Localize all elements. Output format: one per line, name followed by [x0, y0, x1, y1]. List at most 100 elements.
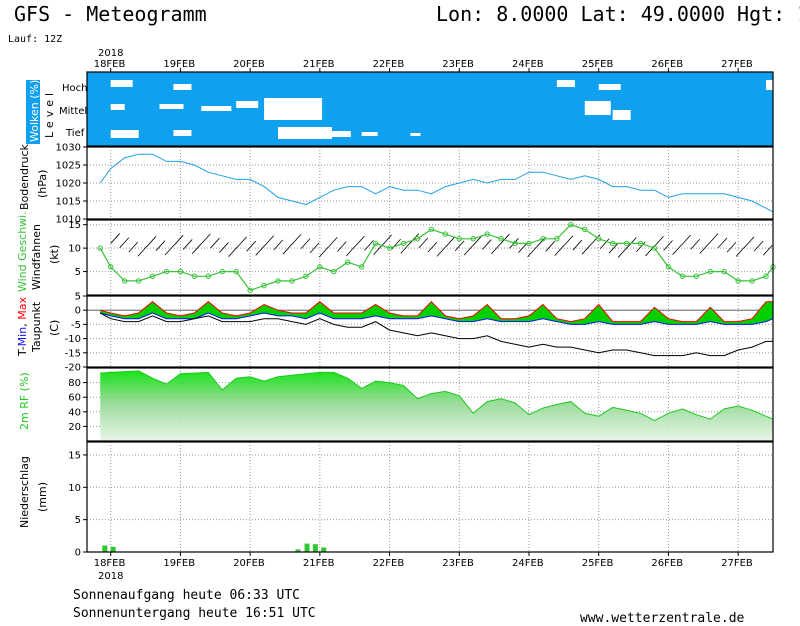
x-tick-label-top: 21FEB — [303, 59, 335, 70]
wind-barb — [282, 243, 293, 255]
wind-axis-subtitle: Windfahnen — [30, 224, 43, 290]
cloud-level-high: Hoch — [62, 83, 87, 94]
wind-point — [512, 240, 518, 247]
humidity-axis-title: 2m RF (%) — [18, 372, 31, 430]
precip-bar — [110, 546, 116, 552]
wind-barb — [318, 246, 329, 258]
wind-y-tick-label: 5 — [75, 267, 81, 278]
temp-y-tick-label: -5 — [71, 320, 81, 331]
x-tick-label-bottom: 21FEB — [303, 558, 335, 569]
wind-barb — [690, 238, 701, 250]
cloud-level-mid: Mittel — [59, 106, 87, 117]
wind-point — [121, 278, 128, 284]
humidity-area — [100, 370, 773, 441]
wind-y-tick-label: 15 — [68, 220, 81, 231]
pressure-y-tick-label: 1010 — [56, 215, 81, 226]
temp-y-tick-label: -20 — [65, 363, 81, 374]
x-tick-label-top: 20FEB — [233, 59, 265, 70]
wind-axis-unit: (kt) — [48, 245, 61, 264]
wind-barb — [400, 243, 411, 254]
clear-sky-patch — [326, 131, 351, 137]
wind-point — [456, 236, 462, 242]
wind-barb — [210, 237, 220, 249]
wind-barb — [518, 242, 528, 253]
wind-point — [651, 245, 658, 251]
x-tick-label-bottom: 24FEB — [512, 558, 544, 569]
temp-axis-subtitle: Taupunkt — [30, 301, 43, 353]
wind-point — [219, 268, 225, 275]
humidity-line — [100, 370, 774, 422]
wind-y-tick-label: 10 — [68, 244, 81, 255]
wind-point — [247, 287, 253, 294]
humidity-y-tick-label: 40 — [68, 407, 81, 418]
wind-point — [331, 268, 337, 275]
wind-barb — [463, 244, 474, 256]
precip-y-tick-label: 0 — [75, 548, 81, 559]
wind-barb — [219, 242, 229, 253]
wind-point — [637, 240, 644, 247]
precip-axis-unit: (mm) — [36, 482, 49, 512]
wind-point — [749, 278, 755, 284]
wind-barb — [409, 233, 420, 244]
wind-barb — [608, 242, 619, 254]
precip-bar — [312, 544, 318, 552]
sunrise-text: Sonnenaufgang heute 06:33 UTC — [73, 588, 300, 603]
cloud-axis-title: Wolken (%) — [28, 80, 41, 142]
wind-point — [609, 240, 616, 247]
pressure-line — [99, 153, 774, 213]
clear-sky-patch — [305, 106, 320, 110]
wind-point — [568, 221, 574, 228]
x-tick-label-top: 18FEB — [94, 59, 126, 70]
x-tick-label-bottom: 27FEB — [721, 558, 753, 569]
clear-sky-patch — [173, 130, 192, 136]
precip-bar — [295, 549, 301, 552]
wind-barb — [654, 235, 664, 247]
wind-point — [358, 264, 365, 270]
precip-axis-title: Niederschlag — [18, 456, 31, 528]
pressure-axis-title: Bodendruck — [18, 143, 31, 210]
wind-point — [205, 273, 212, 279]
x-tick-label-bottom: 26FEB — [651, 558, 683, 569]
clear-sky-patch — [110, 130, 139, 138]
wind-barb — [445, 236, 456, 247]
clear-sky-patch — [264, 98, 323, 120]
panel-frame — [86, 441, 774, 553]
x-tick-label-top: 26FEB — [651, 59, 683, 70]
wind-barb — [491, 243, 501, 255]
x-tick-label-bottom: 23FEB — [442, 558, 474, 569]
cloud-level-axis-label: Level — [43, 89, 56, 138]
x-tick-label-bottom: 19FEB — [163, 558, 195, 569]
wind-barb — [617, 247, 628, 258]
x-tick-label-top: 23FEB — [442, 59, 474, 70]
wind-barb — [173, 234, 184, 246]
clear-sky-patch — [110, 104, 125, 110]
wind-barb — [155, 240, 166, 251]
wind-barb — [110, 233, 121, 244]
clear-sky-patch — [110, 80, 133, 87]
wind-axis-title: Wind Geschwi. — [16, 211, 29, 292]
temp-axis-title: T-Min, Max — [16, 297, 29, 357]
year-label-bottom: 2018 — [98, 571, 123, 582]
x-tick-label-bottom: 25FEB — [582, 558, 614, 569]
wind-barb — [708, 233, 719, 244]
wind-point — [763, 273, 769, 279]
x-tick-label-top: 19FEB — [163, 59, 195, 70]
wind-point — [108, 264, 114, 270]
wind-point — [442, 231, 449, 237]
wind-point — [735, 278, 741, 284]
wind-barb — [636, 241, 646, 253]
wind-point — [414, 236, 421, 242]
wind-barb — [309, 242, 320, 254]
x-tick-label-bottom: 18FEB — [94, 558, 126, 569]
wind-barb — [246, 240, 256, 252]
wind-barb — [663, 240, 673, 251]
precip-bar — [102, 545, 108, 552]
wind-barb — [481, 239, 492, 250]
wind-barb — [191, 243, 202, 254]
wind-barb — [472, 235, 483, 246]
clear-sky-patch — [201, 106, 232, 111]
wind-point — [693, 273, 700, 279]
wind-point — [345, 259, 351, 265]
wind-point — [665, 264, 672, 270]
humidity-y-tick-label: 80 — [68, 378, 81, 389]
